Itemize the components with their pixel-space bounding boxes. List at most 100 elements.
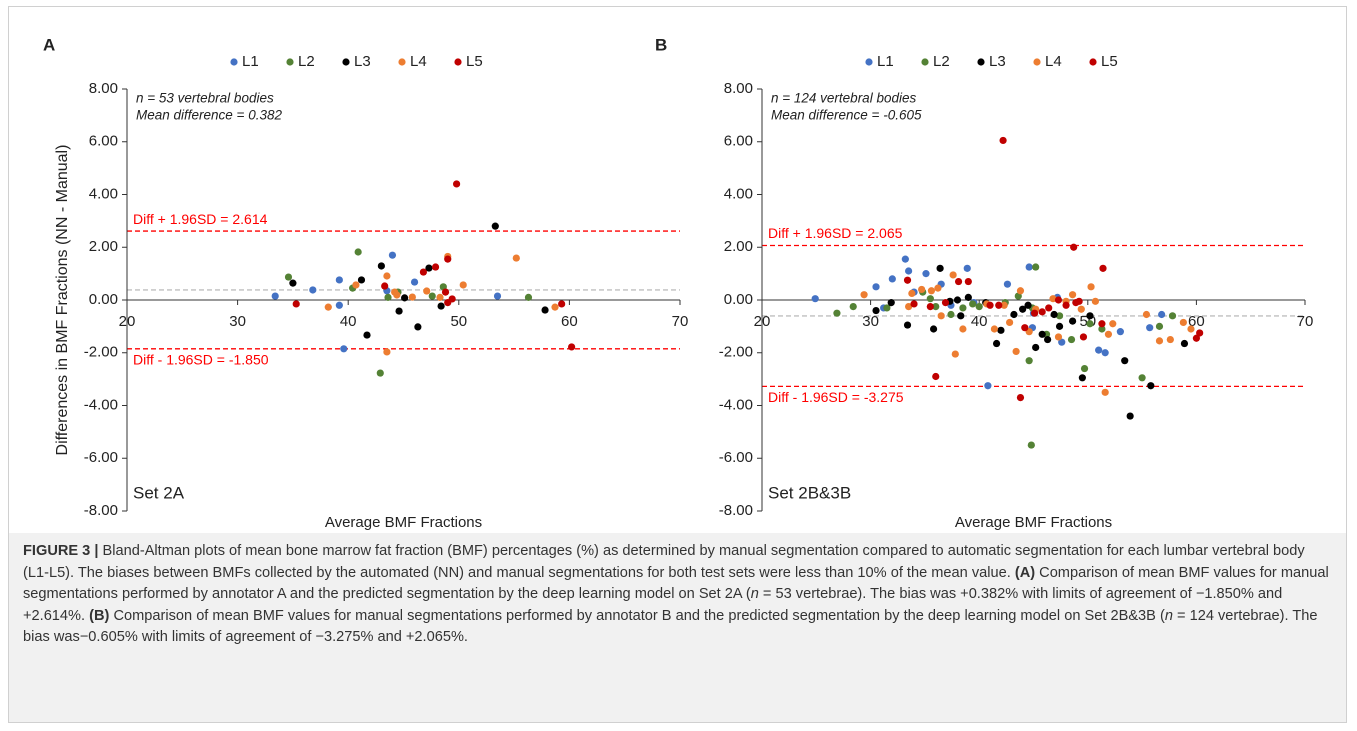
data-point [929,325,938,333]
y-tick-label: 6.00 [89,133,118,150]
y-tick-label: 2.00 [89,238,118,255]
data-point [493,292,502,300]
data-point [953,296,962,304]
y-tick-label: 8.00 [724,80,753,97]
data-point [883,304,891,312]
data-point [1104,330,1113,338]
set-label: Set 2A [133,483,185,502]
data-point [284,273,293,281]
data-point [901,255,909,263]
x-tick-label: 30 [862,313,879,330]
legend-label: L2 [933,53,950,70]
data-point [937,312,945,320]
data-point [1000,301,1008,309]
data-point [995,301,1003,309]
data-point [1121,357,1129,365]
y-tick-label: 4.00 [724,185,753,202]
data-point [918,285,926,294]
data-point [425,264,433,272]
data-point [452,180,461,188]
data-point [444,299,452,307]
data-point [381,282,389,290]
data-point [1032,263,1040,271]
data-point [1068,317,1077,325]
data-point [292,300,300,308]
data-point [964,277,972,286]
data-point [949,271,957,279]
data-point [357,276,366,284]
y-tick-label: 0.00 [724,291,753,308]
y-axis-title: Differences in BMF Fractions (NN - Manua… [54,145,71,456]
y-tick-label: 2.00 [724,238,753,255]
reference-label: Diff + 1.96SD = 2.065 [768,225,903,241]
x-tick-label: 50 [450,313,467,330]
data-point [1196,329,1204,337]
data-point [1016,393,1025,402]
caption-text: n [750,586,759,602]
data-point [289,279,297,287]
data-point [926,302,934,311]
legend-marker [342,58,350,66]
x-tick-label: 20 [119,313,136,330]
data-point [888,275,896,283]
data-point [1079,333,1088,341]
data-point [1098,325,1106,333]
caption-text: Comparison of mean BMF values for manual… [109,607,1165,624]
data-point [905,267,913,275]
data-point [428,292,436,300]
data-point [910,300,918,308]
data-point [954,277,963,286]
data-point [324,303,332,311]
data-point [1030,309,1039,317]
data-point [1012,347,1020,356]
legend-label: L5 [466,53,483,70]
data-point [414,323,422,331]
caption-text: = 124 vertebrae). The bias was−0.605% wi… [23,607,1318,646]
data-point [441,288,450,296]
data-point [984,382,992,390]
data-point [959,304,967,312]
data-point [1025,263,1033,271]
set-label: Set 2B&3B [768,483,851,502]
data-point [1091,297,1100,305]
data-point [1016,287,1025,295]
reference-label: Diff - 1.96SD = -3.275 [768,389,904,405]
reference-label: Diff - 1.96SD = -1.850 [133,351,269,367]
x-tick-label: 20 [754,313,771,330]
legend-marker [1089,58,1097,66]
data-point [922,270,930,278]
data-point [1155,322,1164,330]
data-point [1192,334,1200,342]
y-tick-label: -2.00 [719,344,753,361]
data-point [1155,337,1164,345]
data-point [927,287,936,295]
data-point [271,292,279,300]
data-point [951,350,959,358]
data-point [354,248,362,256]
data-point [964,293,972,301]
data-point [408,293,416,301]
data-point [541,306,549,314]
data-point [1098,320,1106,328]
y-tick-label: 0.00 [89,291,118,308]
data-point [395,307,403,315]
y-tick-label: -8.00 [84,502,118,519]
legend-label: L3 [989,53,1006,70]
panel-letter: B [655,35,667,54]
data-point [1058,338,1066,346]
data-point [957,312,965,320]
legend-marker [230,58,238,66]
x-tick-label: 40 [971,313,988,330]
data-point [1075,297,1083,305]
legend-marker [977,58,985,66]
data-point [1142,310,1151,319]
data-point [1078,374,1086,382]
caption-text: (B) [89,607,110,624]
data-point [1158,310,1166,319]
data-point [1147,382,1155,390]
data-point [1027,441,1035,449]
data-point [444,255,452,263]
data-point [423,287,431,295]
x-axis-title: Average BMF Fractions [325,514,482,531]
caption-text: (A) [1014,564,1036,581]
